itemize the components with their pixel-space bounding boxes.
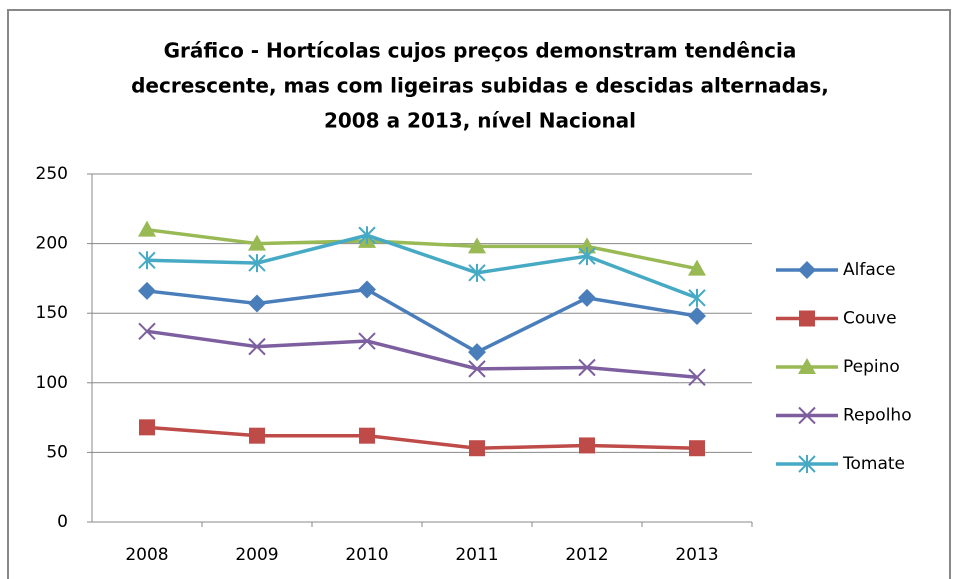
point: [578, 247, 596, 266]
point: [248, 254, 266, 273]
point: [138, 251, 156, 270]
point: [248, 337, 266, 356]
point: [358, 280, 376, 299]
point: [578, 237, 596, 254]
point: [248, 234, 266, 251]
point: [138, 322, 156, 341]
point: [469, 440, 485, 457]
y-tick-label: 150: [36, 303, 68, 323]
x-tick-label: 2013: [675, 545, 718, 565]
legend-label: Alface: [843, 260, 896, 280]
legend-label: Tomate: [842, 454, 905, 474]
y-tick-label: 50: [46, 442, 68, 462]
legend-label: Pepino: [843, 357, 900, 377]
y-tick-label: 250: [36, 164, 68, 184]
point: [579, 437, 595, 454]
point: [359, 427, 375, 444]
point: [138, 220, 156, 237]
x-tick-label: 2011: [455, 545, 498, 565]
x-tick-label: 2012: [565, 545, 608, 565]
point: [138, 281, 156, 300]
chart-title: decrescente, mas com ligeiras subidas e …: [131, 74, 829, 98]
point: [358, 226, 376, 245]
chart-title: Gráfico - Hortícolas cujos preços demons…: [164, 39, 797, 63]
x-tick-label: 2008: [125, 545, 168, 565]
point: [578, 358, 596, 377]
chart-title: 2008 a 2013, nível Nacional: [324, 109, 636, 133]
series-line: [146, 425, 698, 450]
y-tick-label: 100: [36, 373, 68, 393]
point: [688, 259, 706, 276]
point: [688, 306, 706, 325]
point: [468, 343, 486, 362]
legend-marker: [798, 455, 816, 473]
legend-marker: [798, 358, 816, 374]
legend-marker: [798, 261, 816, 279]
series-line: [146, 233, 698, 300]
point: [248, 294, 266, 313]
point: [139, 419, 155, 436]
point: [468, 237, 486, 254]
point: [468, 263, 486, 282]
point: [358, 332, 376, 350]
point: [578, 288, 596, 307]
point: [249, 427, 265, 444]
point: [689, 440, 705, 457]
legend-marker: [799, 310, 815, 327]
legend-label: Couve: [843, 309, 897, 329]
x-tick-label: 2009: [235, 545, 278, 565]
legend-marker: [798, 406, 816, 425]
point: [688, 368, 706, 386]
series-line: [146, 227, 698, 271]
point: [688, 288, 706, 307]
series-line: [146, 287, 698, 355]
x-tick-label: 2010: [345, 545, 388, 565]
series-line: [146, 329, 698, 379]
y-tick-label: 200: [36, 234, 68, 254]
point: [468, 360, 486, 378]
legend-label: Repolho: [843, 406, 912, 426]
y-tick-label: 0: [57, 512, 68, 532]
